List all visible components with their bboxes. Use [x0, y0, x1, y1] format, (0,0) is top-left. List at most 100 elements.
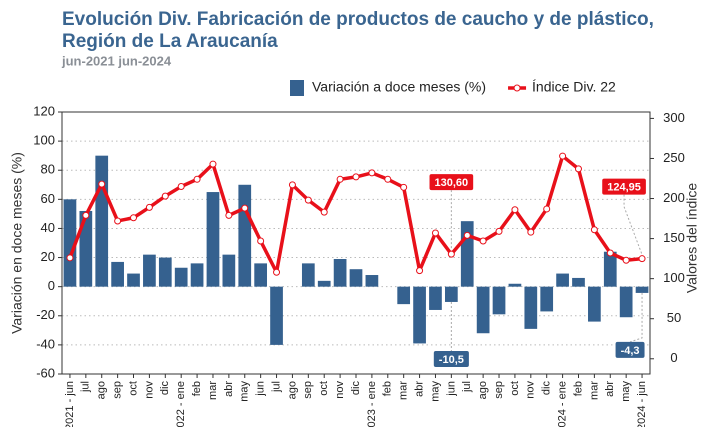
line-point — [543, 205, 551, 213]
bar — [63, 199, 77, 287]
line-point — [527, 228, 535, 236]
line-point — [241, 204, 249, 212]
bar — [127, 273, 140, 287]
x-tick-label: dic — [541, 381, 553, 396]
bar — [444, 286, 458, 302]
line-point — [590, 226, 598, 234]
y-tick-label: 60 — [41, 191, 55, 206]
x-tick-label: oct — [127, 381, 139, 396]
x-tick-label: mar — [588, 381, 600, 400]
bar — [524, 286, 538, 329]
bar — [349, 269, 363, 287]
line-point — [495, 227, 503, 235]
line-point — [145, 203, 153, 211]
data-label: 124,95 — [607, 182, 641, 194]
y2-tick-label: 200 — [663, 190, 685, 205]
x-tick-label: ago — [477, 381, 489, 399]
bar — [397, 286, 411, 305]
x-tick-label: 2023 - ene — [366, 381, 378, 427]
bar — [508, 283, 522, 287]
x-tick-label: dic — [350, 381, 362, 396]
x-tick-label: may — [620, 381, 632, 402]
y-tick-label: -20 — [36, 307, 55, 322]
x-tick-label: mar — [398, 381, 410, 400]
bar — [540, 286, 554, 312]
x-tick-label: abr — [413, 381, 425, 397]
line-point — [352, 173, 360, 181]
line-point — [400, 183, 408, 191]
x-tick-label: abr — [604, 381, 616, 397]
y-tick-label: -40 — [36, 336, 55, 351]
bar — [174, 267, 188, 287]
bar — [79, 210, 93, 287]
y-tick-label: -60 — [36, 365, 55, 380]
bar — [413, 286, 426, 344]
line-point — [193, 175, 201, 183]
x-tick-label: oct — [509, 381, 521, 396]
line-point — [606, 249, 614, 257]
bar — [635, 286, 649, 293]
x-tick-label: jun — [445, 381, 457, 397]
line-point — [447, 250, 455, 258]
bar — [556, 273, 569, 287]
bar — [619, 286, 633, 318]
x-tick-label: 2022 - ene — [175, 381, 187, 427]
line-point — [638, 255, 646, 263]
line-point — [161, 192, 169, 200]
y-tick-label: 100 — [33, 133, 55, 148]
chart-title: Evolución Div. Fabricación de productos … — [62, 9, 654, 30]
y-tick-label: 80 — [41, 162, 55, 177]
line-point — [320, 208, 328, 216]
y-axis-title: Variación en doce meses (%) — [9, 152, 25, 334]
line-point — [304, 196, 312, 204]
bar — [270, 286, 283, 345]
x-tick-label: feb — [191, 381, 203, 396]
line-point — [82, 211, 90, 219]
line-point — [336, 175, 344, 183]
bar — [572, 277, 585, 287]
x-tick-label: nov — [143, 381, 155, 399]
annotation: -4,3 — [615, 341, 645, 358]
y-tick-label: 120 — [33, 103, 55, 118]
x-tick-label: 2021 - jun — [64, 381, 76, 427]
line-point — [368, 169, 376, 177]
line-point — [66, 254, 74, 262]
line-point — [574, 165, 582, 173]
line-point — [416, 267, 424, 275]
bar — [301, 263, 315, 287]
line-point — [463, 231, 471, 239]
plot-frame — [61, 111, 651, 375]
line-point — [273, 268, 281, 276]
label-box — [429, 174, 474, 191]
y2-tick-label: 300 — [663, 110, 685, 125]
x-tick-label: may — [239, 381, 251, 402]
line-point — [384, 175, 392, 183]
line-point — [225, 211, 233, 219]
bar — [238, 184, 252, 287]
y2-tick-label: 150 — [663, 230, 685, 245]
legend-swatch — [290, 80, 304, 96]
line-point — [177, 183, 185, 191]
bar — [333, 259, 347, 287]
bar — [429, 286, 442, 310]
legend-label: Variación a doce meses (%) — [312, 79, 486, 95]
annotation: 124,95 — [602, 178, 646, 195]
bar — [206, 192, 220, 287]
label-box — [433, 350, 469, 367]
y2-axis-title: Valores del índice — [684, 183, 700, 293]
data-label: -4,3 — [621, 345, 640, 357]
x-tick-label: nov — [525, 381, 537, 399]
y-tick-label: 20 — [41, 249, 55, 264]
bar — [143, 254, 156, 287]
annotation: -10,5 — [433, 350, 469, 367]
x-tick-label: sep — [493, 381, 505, 399]
x-tick-label: ago — [96, 381, 108, 399]
x-tick-label: jul — [80, 381, 92, 393]
x-tick-label: sep — [302, 381, 314, 399]
line-point — [257, 237, 265, 245]
line-point — [479, 237, 487, 245]
x-tick-label: dic — [159, 381, 171, 396]
line-point — [130, 214, 138, 222]
label-box — [602, 178, 646, 195]
x-tick-label: 2024 - jun — [636, 381, 648, 427]
